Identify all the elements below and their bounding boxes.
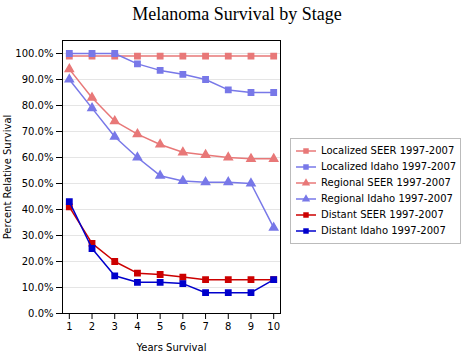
svg-text:100.0%: 100.0%: [15, 48, 53, 59]
svg-text:70.0%: 70.0%: [22, 126, 54, 137]
svg-text:5: 5: [157, 321, 163, 332]
svg-text:1: 1: [66, 321, 72, 332]
svg-text:2: 2: [89, 321, 95, 332]
html-text:Localized SEER 1997-2007: Localized SEER 1997-2007: [321, 145, 455, 156]
svg-text:6: 6: [180, 321, 186, 332]
svg-text:90.0%: 90.0%: [22, 74, 54, 85]
svg-text:9: 9: [248, 321, 254, 332]
svg-text:60.0%: 60.0%: [22, 152, 54, 163]
html-text:Distant SEER 1997-2007: Distant SEER 1997-2007: [321, 209, 444, 220]
svg-text:Percent Relative Survival: Percent Relative Survival: [2, 115, 13, 240]
html-text:Regional Idaho 1997-2007: Regional Idaho 1997-2007: [321, 193, 453, 204]
svg-text:0.0%: 0.0%: [28, 308, 53, 319]
svg-text:10: 10: [267, 321, 280, 332]
svg-text:Years Survival: Years Survival: [136, 342, 207, 353]
svg-text:50.0%: 50.0%: [22, 178, 54, 189]
html-text:Regional SEER 1997-2007: Regional SEER 1997-2007: [321, 177, 451, 188]
svg-text:8: 8: [225, 321, 231, 332]
html-text:Melanoma Survival by Stage: Melanoma Survival by Stage: [132, 4, 342, 24]
svg-text:80.0%: 80.0%: [22, 100, 54, 111]
svg-text:30.0%: 30.0%: [22, 230, 54, 241]
html-text:Distant Idaho 1997-2007: Distant Idaho 1997-2007: [321, 225, 446, 236]
svg-text:7: 7: [202, 321, 208, 332]
svg-text:20.0%: 20.0%: [22, 256, 54, 267]
svg-text:3: 3: [112, 321, 118, 332]
svg-text:40.0%: 40.0%: [22, 204, 54, 215]
html-text:Localized Idaho 1997-2007: Localized Idaho 1997-2007: [321, 161, 457, 172]
svg-text:4: 4: [134, 321, 140, 332]
svg-text:10.0%: 10.0%: [22, 282, 54, 293]
